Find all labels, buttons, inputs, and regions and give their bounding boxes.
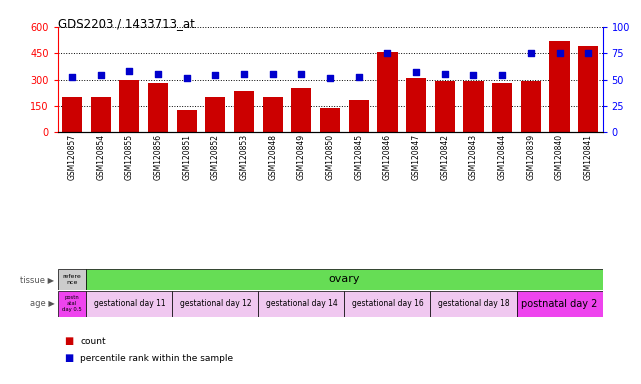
Text: gestational day 18: gestational day 18 bbox=[438, 299, 510, 308]
Text: postn
atal
day 0.5: postn atal day 0.5 bbox=[62, 295, 82, 312]
Text: ■: ■ bbox=[64, 336, 73, 346]
Text: tissue ▶: tissue ▶ bbox=[21, 275, 54, 284]
Point bbox=[239, 71, 249, 78]
Bar bbox=[205, 97, 226, 132]
Point bbox=[268, 71, 278, 78]
Point bbox=[497, 73, 507, 79]
Point bbox=[411, 69, 421, 75]
Point bbox=[67, 73, 77, 79]
Text: refere
nce: refere nce bbox=[63, 274, 81, 285]
Point bbox=[469, 73, 479, 79]
Point bbox=[325, 74, 335, 81]
Bar bbox=[87, 291, 172, 317]
Bar bbox=[258, 291, 344, 317]
Point bbox=[181, 74, 192, 81]
Bar bbox=[378, 51, 397, 132]
Point bbox=[210, 73, 221, 79]
Text: ■: ■ bbox=[64, 353, 73, 363]
Bar bbox=[148, 83, 168, 132]
Bar bbox=[172, 291, 258, 317]
Bar bbox=[406, 78, 426, 132]
Text: GDS2203 / 1433713_at: GDS2203 / 1433713_at bbox=[58, 17, 195, 30]
Text: ovary: ovary bbox=[329, 274, 360, 285]
Point bbox=[124, 68, 135, 74]
Text: gestational day 14: gestational day 14 bbox=[265, 299, 337, 308]
Bar bbox=[62, 97, 82, 132]
Bar bbox=[119, 80, 139, 132]
Bar bbox=[492, 83, 512, 132]
Bar bbox=[177, 111, 197, 132]
Point bbox=[526, 50, 536, 56]
Bar bbox=[517, 291, 603, 317]
Bar bbox=[58, 291, 87, 317]
Text: gestational day 11: gestational day 11 bbox=[94, 299, 165, 308]
Bar bbox=[349, 100, 369, 132]
Text: gestational day 16: gestational day 16 bbox=[352, 299, 423, 308]
Text: count: count bbox=[80, 337, 106, 346]
Point bbox=[354, 73, 364, 79]
Bar bbox=[90, 97, 111, 132]
Bar bbox=[263, 97, 283, 132]
Point bbox=[382, 50, 392, 56]
Bar bbox=[431, 291, 517, 317]
Text: age ▶: age ▶ bbox=[29, 299, 54, 308]
Bar bbox=[549, 41, 570, 132]
Bar bbox=[344, 291, 431, 317]
Text: gestational day 12: gestational day 12 bbox=[179, 299, 251, 308]
Bar bbox=[463, 81, 483, 132]
Point bbox=[296, 71, 306, 78]
Bar bbox=[58, 269, 87, 290]
Bar bbox=[520, 81, 541, 132]
Point bbox=[554, 50, 565, 56]
Point bbox=[153, 71, 163, 78]
Point bbox=[583, 50, 594, 56]
Text: postnatal day 2: postnatal day 2 bbox=[521, 299, 597, 309]
Bar bbox=[292, 88, 312, 132]
Bar bbox=[320, 108, 340, 132]
Bar bbox=[234, 91, 254, 132]
Text: percentile rank within the sample: percentile rank within the sample bbox=[80, 354, 233, 363]
Bar bbox=[435, 81, 455, 132]
Point bbox=[96, 73, 106, 79]
Point bbox=[440, 71, 450, 78]
Bar bbox=[578, 46, 598, 132]
